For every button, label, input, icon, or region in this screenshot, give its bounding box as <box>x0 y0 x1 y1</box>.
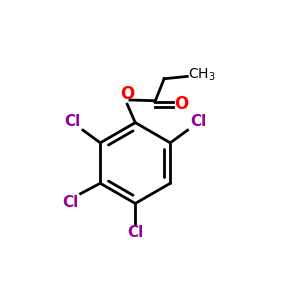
Text: O: O <box>120 85 134 103</box>
Text: Cl: Cl <box>64 114 81 129</box>
Text: Cl: Cl <box>62 195 78 210</box>
Text: O: O <box>175 95 189 113</box>
Text: Cl: Cl <box>127 225 143 240</box>
Text: Cl: Cl <box>190 114 206 129</box>
Text: CH$_3$: CH$_3$ <box>188 67 216 83</box>
